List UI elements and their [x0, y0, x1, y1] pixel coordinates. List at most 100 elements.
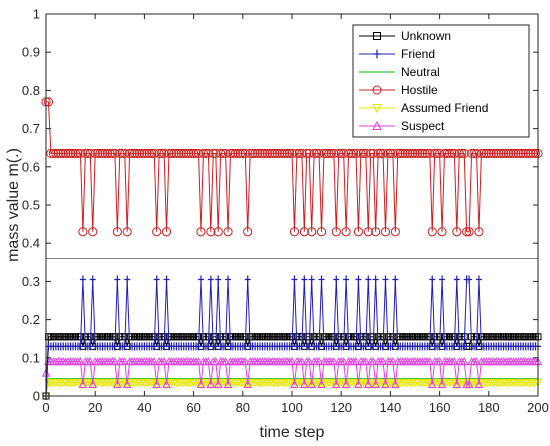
data-point	[378, 148, 388, 159]
data-point	[319, 148, 329, 159]
data-point	[122, 227, 132, 237]
data-point	[331, 379, 341, 389]
data-point	[181, 148, 191, 159]
data-point	[307, 379, 317, 389]
data-point	[341, 379, 351, 389]
data-point	[56, 148, 66, 159]
data-point	[437, 227, 447, 237]
data-point	[452, 379, 462, 389]
y-tick-label: 0.1	[22, 350, 40, 365]
data-point	[444, 148, 455, 159]
data-point	[312, 148, 322, 159]
data-point	[46, 148, 56, 159]
data-point	[309, 148, 319, 159]
data-point	[228, 148, 238, 159]
legend-item-assumed-friend: Assumed Friend	[359, 101, 488, 115]
data-point	[462, 227, 472, 237]
data-point	[80, 148, 90, 159]
data-point	[193, 148, 204, 159]
data-point	[61, 148, 71, 159]
data-point	[516, 148, 526, 159]
y-tick-label: 1	[33, 7, 40, 22]
data-point	[334, 148, 344, 159]
data-point	[410, 148, 420, 159]
data-point	[427, 227, 437, 237]
data-point	[317, 379, 326, 389]
y-tick-label: 0.4	[22, 236, 40, 251]
data-point	[58, 148, 68, 159]
data-point	[149, 357, 159, 366]
data-point	[213, 227, 223, 237]
data-point	[508, 148, 519, 159]
data-point	[484, 148, 494, 159]
x-tick-label: 180	[478, 400, 500, 415]
data-point	[503, 148, 514, 159]
y-tick-label: 0.2	[22, 312, 40, 327]
data-point	[405, 148, 415, 159]
data-point	[316, 227, 327, 237]
data-point	[89, 275, 96, 284]
data-point	[469, 148, 479, 159]
data-point	[216, 148, 226, 159]
data-point	[124, 275, 131, 284]
data-point	[403, 148, 413, 159]
data-point	[363, 379, 373, 389]
data-point	[93, 148, 103, 159]
data-point	[420, 148, 430, 159]
data-point	[425, 357, 435, 366]
data-point	[449, 148, 459, 159]
data-point	[464, 227, 474, 237]
data-point	[339, 148, 349, 159]
y-tick-label: 0	[33, 389, 40, 404]
data-point	[260, 148, 270, 159]
data-point	[255, 148, 265, 159]
data-point	[472, 357, 481, 366]
data-point	[203, 148, 213, 159]
data-point	[95, 148, 105, 159]
data-point	[153, 275, 160, 284]
data-point	[329, 357, 339, 366]
data-point	[223, 379, 233, 389]
data-point	[292, 148, 302, 159]
data-point	[390, 227, 400, 237]
data-point	[206, 227, 216, 237]
legend-marker	[372, 104, 382, 114]
data-point	[353, 227, 364, 237]
data-point	[76, 357, 85, 366]
data-point	[196, 379, 206, 389]
data-point	[390, 379, 400, 389]
data-point	[439, 275, 446, 284]
data-point	[100, 148, 110, 159]
data-point	[113, 379, 122, 389]
data-point	[331, 227, 341, 237]
legend-item-friend: Friend	[359, 47, 435, 61]
data-point	[196, 227, 206, 237]
data-point	[235, 148, 245, 159]
axes: 0 20 40 60 80 100 120 140 160 180 200 0 0.1 0.2 0.3 0.4…	[22, 7, 549, 416]
data-point	[297, 148, 307, 159]
x-tick-label: 100	[281, 400, 303, 415]
data-point	[454, 148, 464, 159]
x-axis-label: time step	[260, 424, 325, 441]
data-point	[464, 379, 474, 389]
data-point	[179, 148, 189, 159]
data-point	[435, 148, 445, 159]
data-point	[211, 357, 221, 366]
legend-label: Friend	[401, 47, 435, 61]
legend-label: Assumed Friend	[401, 101, 488, 115]
data-point	[437, 379, 447, 389]
data-point	[382, 275, 389, 284]
data-point	[68, 148, 78, 159]
data-point	[244, 275, 251, 284]
data-point	[368, 357, 378, 366]
data-point	[329, 148, 339, 159]
data-point	[346, 148, 356, 159]
data-point	[372, 275, 379, 284]
data-point	[476, 148, 487, 159]
legend-marker	[372, 85, 382, 95]
x-tick-label: 120	[330, 400, 352, 415]
data-point	[162, 379, 171, 389]
data-point	[425, 148, 435, 159]
data-point	[400, 148, 410, 159]
data-point	[354, 379, 363, 389]
